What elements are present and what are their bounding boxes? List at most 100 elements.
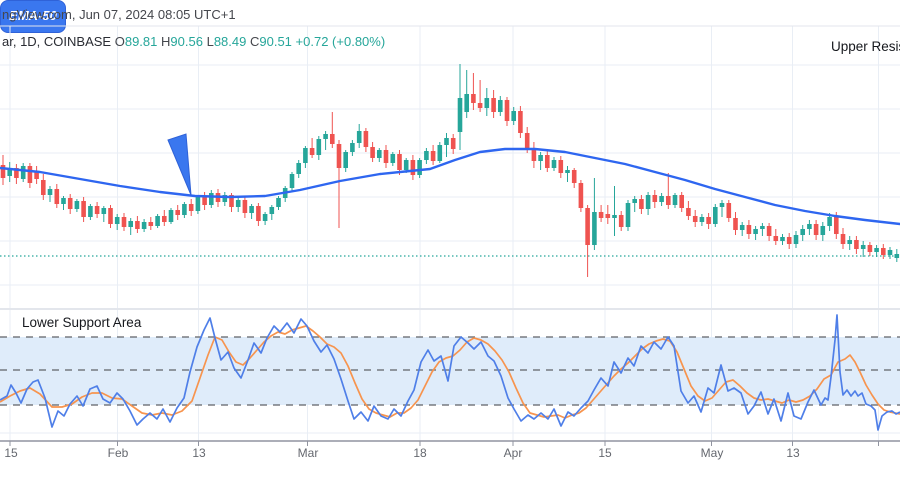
low-value: 88.49 [213, 34, 247, 49]
candle-body [881, 248, 886, 255]
candle-body [410, 160, 416, 175]
candle-body [692, 216, 698, 222]
candle-body [276, 198, 281, 207]
candle-body [370, 147, 375, 158]
candle-body [195, 197, 201, 211]
candle-body [222, 195, 228, 202]
candle-body [524, 133, 530, 148]
x-axis-label: 13 [786, 446, 800, 460]
candle-body [679, 195, 684, 208]
candlestick-series[interactable] [0, 64, 900, 277]
candle-body [874, 248, 879, 252]
candle-body [612, 215, 617, 218]
candle-body [498, 100, 503, 112]
candle-body [397, 154, 402, 170]
candle-body [235, 200, 241, 207]
candle-body [813, 224, 819, 235]
candle-body [464, 94, 469, 112]
candle-body [202, 197, 207, 205]
candle-body [20, 166, 26, 179]
candle-body [820, 226, 826, 235]
x-axis-label: 15 [4, 446, 18, 460]
candle-body [188, 204, 194, 211]
candle-body [739, 225, 745, 230]
candle-body [511, 111, 516, 121]
candle-body [417, 160, 422, 175]
candle-body [887, 250, 893, 255]
candle-body [74, 201, 80, 209]
oscillator-slow-line [0, 325, 900, 419]
candle-body [114, 217, 120, 224]
time-axis[interactable]: 15 Feb 13 Mar 18 Apr 15 May 13 [0, 446, 900, 462]
candle-body [128, 221, 133, 227]
candle-body [209, 193, 214, 205]
change-value: +0.72 (+0.80%) [295, 34, 386, 49]
high-value: 90.56 [170, 34, 203, 49]
ema-50-label-callout[interactable]: EMA-50 [0, 0, 66, 33]
candle-body [450, 138, 456, 149]
symbol-legend[interactable]: ar, 1D, COINBASE O89.81 H90.56 L88.49 C9… [2, 34, 385, 49]
candle-body [471, 94, 476, 103]
candle-body [834, 217, 839, 234]
candle-body [0, 165, 6, 178]
candle-body [424, 151, 429, 160]
candle-body [88, 206, 93, 217]
candle-body [746, 225, 752, 234]
candle-body [377, 150, 382, 158]
candle-body [545, 155, 550, 168]
candle-body [182, 204, 187, 215]
candle-body [847, 240, 852, 244]
candle-body [786, 237, 792, 244]
candle-body [652, 195, 658, 202]
candle-body [330, 134, 335, 144]
candle-body [632, 199, 637, 203]
lower-support-annotation: Lower Support Area [22, 315, 142, 330]
close-label: C [249, 34, 260, 49]
candle-body [854, 240, 859, 249]
ema-50-line [0, 147, 900, 226]
candle-body [316, 139, 322, 155]
candle-body [585, 208, 590, 245]
candle-body [168, 210, 174, 222]
candle-body [706, 217, 711, 224]
candle-body [303, 148, 308, 163]
candle-body [538, 155, 543, 161]
candle-body [491, 98, 496, 112]
watermark-timestamp: ngView.com, Jun 07, 2024 08:05 UTC+1 [2, 7, 236, 22]
candle-body [437, 145, 443, 161]
candle-body [531, 148, 537, 161]
candle-body [625, 203, 631, 227]
candle-body [269, 207, 275, 214]
candle-body [229, 195, 234, 207]
candle-body [713, 207, 718, 224]
candle-body [7, 168, 12, 176]
ema-callout-tail [167, 133, 192, 196]
candle-body [672, 195, 678, 205]
candle-body [155, 216, 160, 226]
candle-body [403, 160, 409, 170]
x-axis-label: Feb [107, 446, 129, 460]
candle-body [760, 226, 765, 229]
candle-body [141, 222, 147, 229]
candle-body [558, 160, 564, 173]
candle-body [94, 206, 100, 214]
open-label: O [114, 34, 125, 49]
candle-body [827, 217, 832, 226]
candle-body [477, 103, 483, 108]
symbol-info: ar, 1D, COINBASE [2, 34, 112, 49]
candle-body [108, 208, 113, 224]
open-value: 89.81 [124, 34, 158, 49]
candle-body [484, 98, 490, 108]
candle-body [249, 206, 254, 213]
candle-body [14, 168, 19, 178]
candle-body [81, 201, 86, 217]
candle-body [135, 221, 140, 229]
candle-body [726, 203, 732, 218]
oscillator-fast-line [0, 314, 900, 431]
candle-body [101, 208, 107, 214]
candle-body [47, 189, 53, 195]
candle-body [807, 224, 812, 229]
candle-body [175, 210, 180, 215]
candle-body [430, 151, 436, 161]
